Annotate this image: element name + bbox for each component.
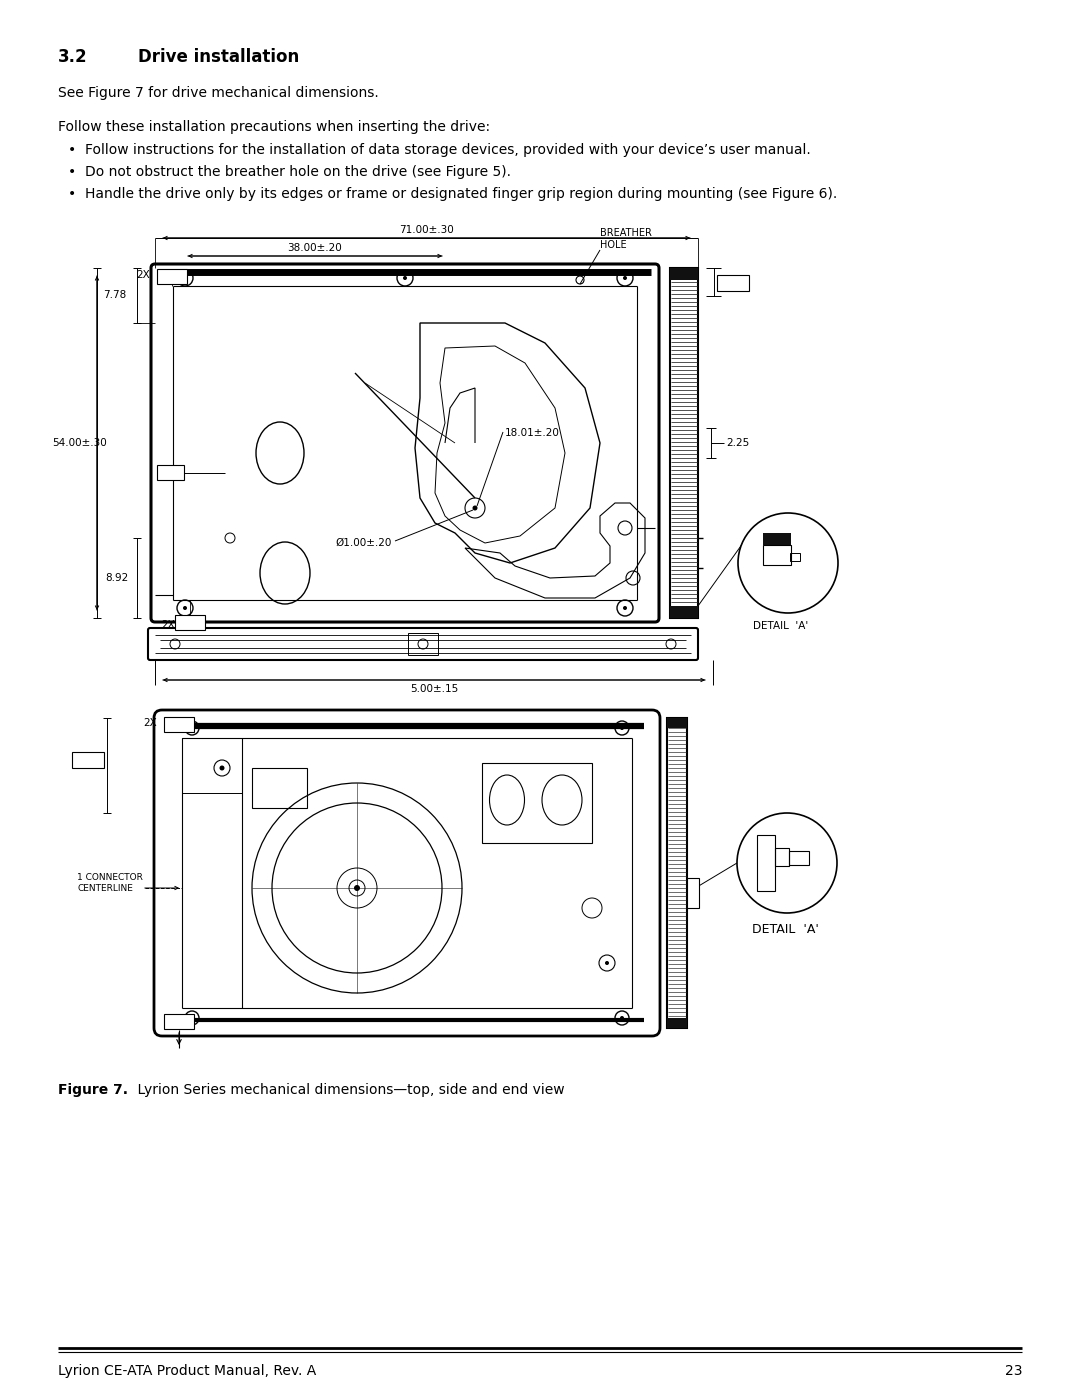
Text: 23: 23: [1004, 1363, 1022, 1377]
Bar: [482, 763, 592, 842]
Text: Figure 7.: Figure 7.: [58, 1083, 129, 1097]
FancyBboxPatch shape: [148, 629, 698, 659]
Text: .60: .60: [791, 898, 807, 908]
Circle shape: [354, 886, 360, 891]
Text: See Figure 7 for drive mechanical dimensions.: See Figure 7 for drive mechanical dimens…: [58, 87, 379, 101]
Circle shape: [623, 606, 627, 610]
Text: 3.2: 3.2: [58, 47, 87, 66]
Text: Drive installation: Drive installation: [138, 47, 299, 66]
Text: 1 CONNECTOR
CENTERLINE: 1 CONNECTOR CENTERLINE: [77, 873, 143, 893]
Circle shape: [605, 961, 609, 965]
Circle shape: [620, 726, 624, 731]
Circle shape: [738, 513, 838, 613]
FancyBboxPatch shape: [164, 717, 194, 732]
Bar: [762, 534, 791, 545]
FancyBboxPatch shape: [175, 615, 205, 630]
Bar: [762, 545, 791, 564]
Text: 2X: 2X: [161, 620, 175, 630]
Text: •  Do not obstruct the breather hole on the drive (see Figure 5).: • Do not obstruct the breather hole on t…: [68, 165, 511, 179]
Bar: [667, 1018, 687, 1028]
Circle shape: [623, 277, 627, 279]
Text: •  Handle the drive only by its edges or frame or designated finger grip region : • Handle the drive only by its edges or …: [68, 187, 837, 201]
Text: 3.20: 3.20: [168, 719, 189, 728]
Bar: [667, 718, 687, 1028]
Text: Follow these installation precautions when inserting the drive:: Follow these installation precautions wh…: [58, 120, 490, 134]
Bar: [757, 835, 775, 891]
FancyBboxPatch shape: [717, 275, 750, 291]
Text: 5.59: 5.59: [723, 278, 743, 288]
Text: BREATHER
HOLE: BREATHER HOLE: [600, 228, 652, 250]
Bar: [183, 738, 242, 793]
Text: 3.20: 3.20: [168, 1017, 189, 1025]
Circle shape: [190, 1016, 194, 1020]
Text: 8.92: 8.92: [106, 573, 129, 583]
Bar: [252, 768, 307, 807]
Text: 5.00±.15: 5.00±.15: [410, 685, 458, 694]
Circle shape: [219, 766, 225, 771]
FancyBboxPatch shape: [154, 710, 660, 1037]
Circle shape: [183, 277, 187, 279]
Bar: [670, 606, 698, 617]
Text: 38.00±.20: 38.00±.20: [287, 243, 342, 253]
Text: 25.85: 25.85: [76, 756, 100, 764]
Text: 3.20: 3.20: [180, 617, 200, 626]
Circle shape: [620, 1016, 624, 1020]
Circle shape: [473, 506, 477, 510]
Text: •  Follow instructions for the installation of data storage devices, provided wi: • Follow instructions for the installati…: [68, 142, 811, 156]
Text: 2X: 2X: [144, 718, 157, 728]
Text: Lyrion Series mechanical dimensions—top, side and end view: Lyrion Series mechanical dimensions—top,…: [120, 1083, 565, 1097]
FancyBboxPatch shape: [164, 1014, 194, 1030]
FancyBboxPatch shape: [151, 264, 659, 622]
Text: 2X: 2X: [136, 270, 150, 279]
Text: DETAIL  'A': DETAIL 'A': [753, 622, 808, 631]
Text: 18.01±.20: 18.01±.20: [505, 427, 559, 439]
FancyBboxPatch shape: [157, 465, 184, 481]
Bar: [667, 718, 687, 728]
Bar: [775, 848, 789, 866]
Bar: [670, 268, 698, 617]
Bar: [789, 851, 809, 865]
Text: Ø1.00±.20: Ø1.00±.20: [335, 538, 391, 548]
Text: .60: .60: [762, 898, 780, 908]
Text: DETAIL  'A': DETAIL 'A': [752, 923, 819, 936]
FancyBboxPatch shape: [72, 752, 104, 768]
Text: 3.20: 3.20: [162, 271, 183, 281]
Text: Lyrion CE-ATA Product Manual, Rev. A: Lyrion CE-ATA Product Manual, Rev. A: [58, 1363, 316, 1377]
Bar: [687, 877, 699, 908]
Bar: [670, 268, 698, 279]
Circle shape: [190, 726, 194, 731]
Text: 54.00±.30: 54.00±.30: [52, 439, 107, 448]
Circle shape: [403, 277, 407, 279]
Text: 7.78: 7.78: [104, 291, 126, 300]
Text: 1.03: 1.03: [160, 468, 180, 478]
Bar: [408, 633, 438, 655]
Circle shape: [737, 813, 837, 914]
FancyBboxPatch shape: [157, 270, 187, 284]
Circle shape: [183, 606, 187, 610]
Text: 71.00±.30: 71.00±.30: [399, 225, 454, 235]
Bar: [789, 553, 800, 562]
Text: 2.25: 2.25: [726, 439, 750, 448]
